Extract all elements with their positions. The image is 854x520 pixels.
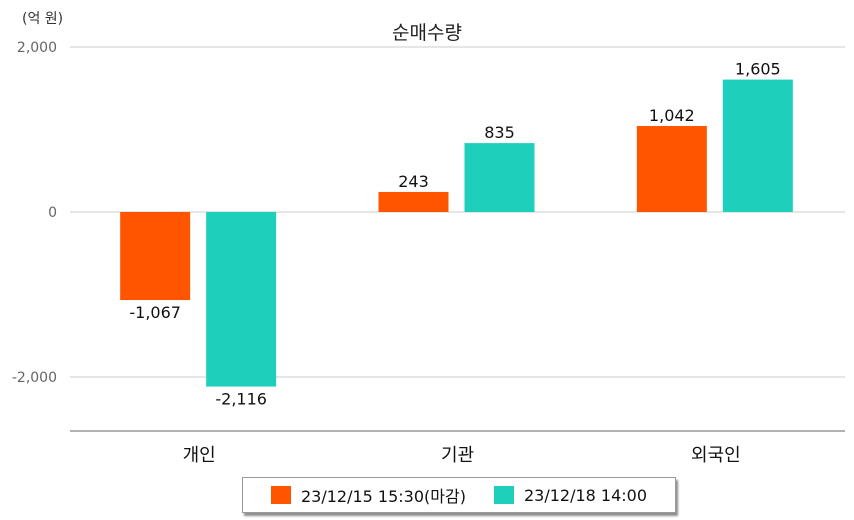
bar — [378, 191, 449, 212]
bar — [636, 126, 707, 212]
legend-label-series-2: 23/12/18 14:00 — [523, 485, 648, 505]
legend: 23/12/15 15:30(마감) 23/12/18 14:00 — [242, 477, 676, 513]
bar — [464, 143, 535, 212]
data-label: 1,605 — [735, 60, 781, 79]
legend-swatch-series-2 — [493, 486, 514, 504]
bar — [206, 212, 277, 387]
data-label: 835 — [484, 123, 515, 142]
legend-item-series-1[interactable]: 23/12/15 15:30(마감) — [270, 483, 466, 507]
legend-item-series-2[interactable]: 23/12/18 14:00 — [493, 485, 648, 505]
y-tick-label: -2,000 — [12, 370, 57, 386]
y-tick-label: 2,000 — [17, 40, 57, 56]
legend-label-series-1: 23/12/15 15:30(마감) — [300, 487, 466, 506]
bar — [722, 79, 793, 213]
x-tick-label: 외국인 — [691, 445, 741, 466]
chart-title: 순매수량 — [392, 22, 462, 44]
x-tick-label: 개인 — [183, 445, 216, 466]
bar-chart: 2,000 0 -2,000 개인 -1,067 -2,116 기관 243 835 외국인 1,0… — [12, 40, 845, 466]
data-label: -1,067 — [129, 303, 181, 322]
data-label: 243 — [398, 172, 429, 191]
bar — [120, 212, 191, 301]
data-label: 1,042 — [649, 106, 695, 125]
x-tick-label: 기관 — [441, 445, 474, 466]
y-axis-unit-label: (억 원) — [22, 11, 64, 27]
legend-swatch-series-1 — [270, 486, 291, 504]
data-label: -2,116 — [215, 390, 267, 409]
y-tick-label: 0 — [48, 205, 57, 221]
